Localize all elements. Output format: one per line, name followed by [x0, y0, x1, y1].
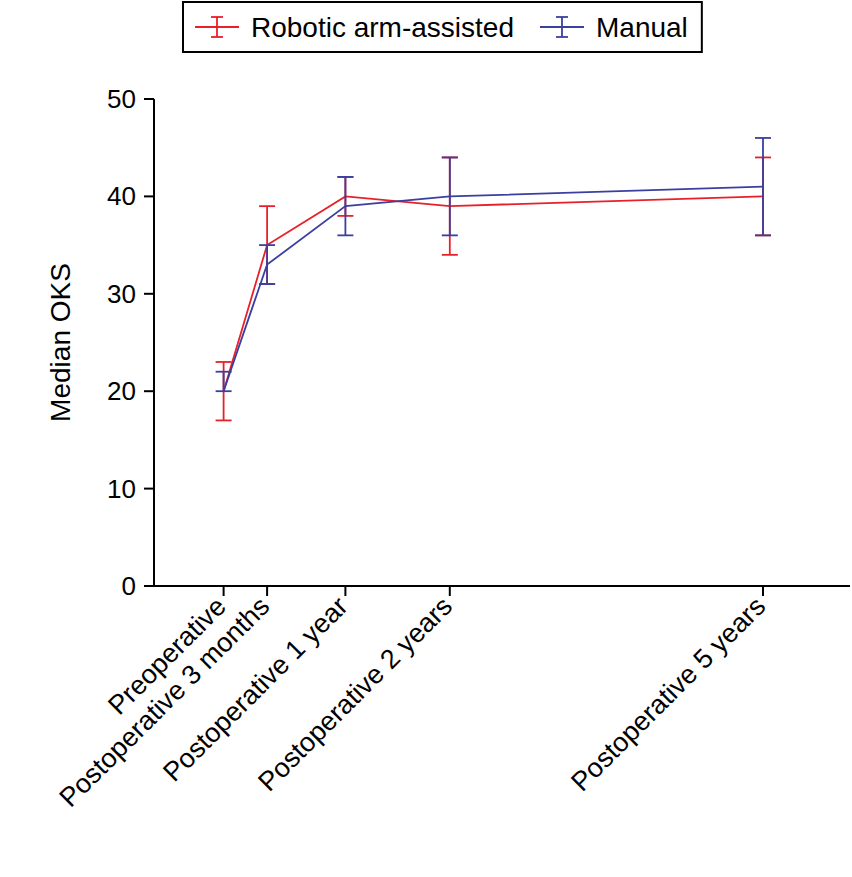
error-stem [762, 138, 764, 235]
legend-box [183, 2, 702, 52]
series-line [224, 196, 763, 391]
error-cap [755, 234, 771, 236]
error-cap [337, 176, 353, 178]
legend-label: Manual [596, 12, 688, 43]
legend-bar [216, 17, 218, 37]
legend-cap [556, 36, 568, 38]
plot-area [216, 138, 771, 420]
error-bar [216, 362, 232, 420]
y-tick-label: 30 [107, 279, 136, 309]
error-cap [259, 244, 275, 246]
y-tick [144, 488, 154, 490]
legend-cap [556, 16, 568, 18]
error-stem [344, 177, 346, 235]
x-tick-label: Postoperative 2 years [252, 591, 458, 797]
legend-bar [561, 17, 563, 37]
error-bar [442, 157, 458, 254]
error-cap [755, 137, 771, 139]
legend-cap [211, 16, 223, 18]
y-tick-label: 40 [107, 181, 136, 211]
error-cap [259, 205, 275, 207]
y-tick-label: 50 [107, 84, 136, 114]
error-bar [259, 245, 275, 284]
legend-label: Robotic arm-assisted [251, 12, 514, 43]
error-cap [216, 390, 232, 392]
error-bar [259, 206, 275, 284]
error-stem [449, 157, 451, 235]
error-cap [216, 361, 232, 363]
y-tick [144, 390, 154, 392]
error-bar [216, 372, 232, 391]
x-tick-label: Postoperative 1 year [157, 591, 353, 787]
legend-cap [211, 36, 223, 38]
error-cap [442, 157, 458, 159]
error-cap [442, 157, 458, 159]
y-tick-label: 20 [107, 376, 136, 406]
y-axis [153, 99, 155, 586]
legend: Robotic arm-assisted Manual [183, 2, 702, 52]
error-bar [755, 138, 771, 235]
error-cap [259, 283, 275, 285]
error-cap [216, 420, 232, 422]
chart: 01020304050PreoperativePostoperative 3 m… [0, 0, 852, 877]
error-cap [442, 254, 458, 256]
error-cap [755, 234, 771, 236]
y-tick [144, 195, 154, 197]
error-bar [442, 157, 458, 235]
x-tick-label: Postoperative 5 years [565, 591, 771, 797]
y-tick-label: 10 [107, 474, 136, 504]
y-tick-label: 0 [122, 571, 136, 601]
error-cap [259, 283, 275, 285]
error-stem [266, 245, 268, 284]
error-cap [442, 234, 458, 236]
error-stem [223, 372, 225, 391]
y-tick [144, 293, 154, 295]
error-stem [449, 157, 451, 254]
y-tick [144, 98, 154, 100]
y-axis-label: Median OKS [45, 263, 76, 422]
x-tick [762, 586, 764, 596]
error-cap [337, 234, 353, 236]
x-tick [344, 586, 346, 596]
x-tick [223, 586, 225, 596]
error-bar [337, 177, 353, 235]
error-cap [337, 176, 353, 178]
error-cap [216, 371, 232, 373]
x-tick [266, 586, 268, 596]
series-line [224, 187, 763, 392]
y-tick [144, 585, 154, 587]
x-axis [154, 585, 850, 587]
x-tick [449, 586, 451, 596]
